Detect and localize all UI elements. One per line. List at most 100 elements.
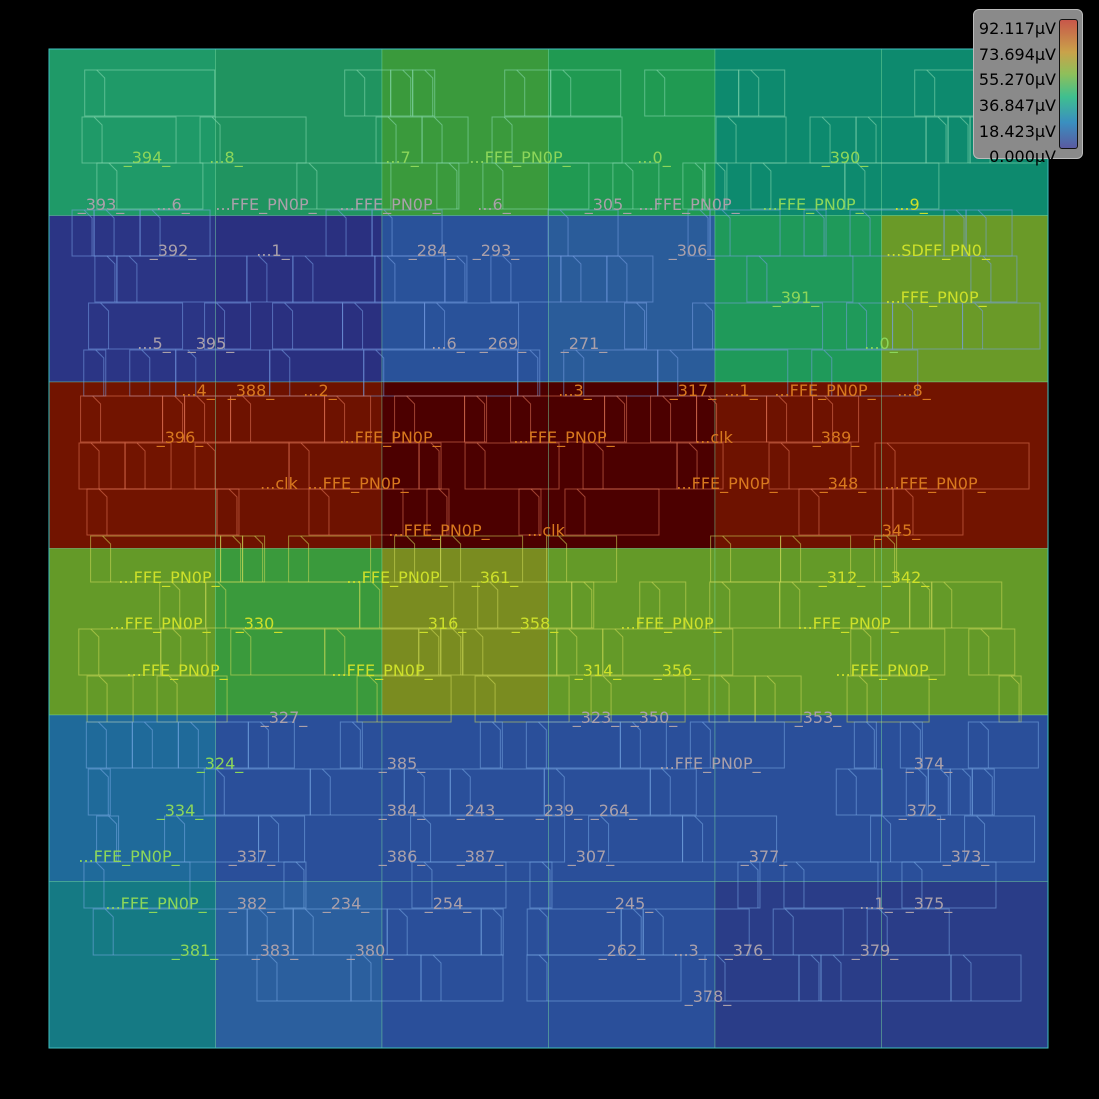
- std-cell-notch: [151, 209, 161, 256]
- cell-label: _381_: [171, 941, 220, 961]
- std-cell-notch: [529, 349, 539, 396]
- cell-label: ...clk: [260, 474, 299, 493]
- std-cell-notch: [810, 488, 820, 535]
- std-cell-outline: [464, 442, 560, 490]
- std-cell-notch: [436, 302, 446, 349]
- std-cell-notch: [92, 395, 102, 442]
- std-cell-outline: [970, 255, 1018, 303]
- std-cell-notch: [270, 815, 280, 862]
- std-cell-notch: [982, 255, 992, 302]
- std-cell-notch: [406, 395, 416, 442]
- cell-label: _383_: [251, 941, 300, 961]
- std-cell-notch: [494, 162, 504, 209]
- std-cell-notch: [105, 209, 115, 256]
- std-cell-notch: [721, 581, 731, 628]
- cell-label: ...FFE_PN0P_: [884, 474, 986, 494]
- std-cell-notch: [281, 349, 291, 396]
- std-cell-notch: [476, 395, 486, 442]
- std-cell-notch: [187, 349, 197, 396]
- std-cell-outline: [199, 116, 307, 164]
- std-cell-outline: [738, 69, 786, 117]
- std-cell-outline: [850, 628, 946, 676]
- std-cell-notch: [758, 255, 768, 302]
- cell-label: _395_: [187, 334, 236, 354]
- std-cell-outline: [602, 628, 734, 676]
- cell-label: ...3_: [558, 381, 592, 401]
- std-cell-notch: [882, 815, 892, 862]
- cell-label: ...FFE_PN0P_: [762, 195, 864, 215]
- std-cell-outline: [247, 721, 295, 769]
- std-cell-notch: [259, 721, 269, 768]
- std-cell-notch: [558, 535, 568, 582]
- cell-label: _323_: [572, 708, 621, 728]
- cell-label: ...FFE_PN0P_: [215, 195, 317, 215]
- std-cell-notch: [704, 302, 714, 349]
- std-cell-notch: [284, 302, 294, 349]
- cell-label: ...8_: [897, 381, 931, 401]
- cell-label: _337_: [228, 847, 277, 867]
- std-cell-notch: [694, 162, 704, 209]
- cell-label: ...FFE_PN0P_: [659, 754, 761, 774]
- std-cell-notch: [432, 954, 442, 1001]
- heatmap-tile: [215, 714, 383, 882]
- cell-label: _234_: [322, 894, 371, 914]
- std-cell-notch: [749, 861, 759, 908]
- cell-label: ...FFE_PN0P_: [307, 474, 409, 494]
- cell-label: _342_: [882, 568, 931, 588]
- std-cell-notch: [522, 395, 532, 442]
- heatmap-tile: [881, 548, 1049, 716]
- legend-label-3: 36.847µV: [978, 96, 1056, 115]
- cell-outlines: [71, 69, 1041, 1002]
- std-cell-notch: [206, 442, 216, 489]
- cell-label: _385_: [378, 754, 427, 774]
- heatmap-tile: [881, 381, 1049, 549]
- std-cell-notch: [136, 442, 146, 489]
- cell-label: _372_: [898, 801, 947, 821]
- std-cell-notch: [486, 675, 496, 722]
- std-cell-notch: [321, 768, 331, 815]
- std-cell-notch: [979, 721, 989, 768]
- std-cell-outline: [649, 768, 697, 816]
- std-cell-notch: [943, 581, 953, 628]
- std-cell-notch: [217, 581, 227, 628]
- std-cell-outline: [967, 721, 1039, 769]
- cell-label: _387_: [456, 847, 505, 867]
- cell-label: ...FFE_PN0P_: [109, 614, 211, 634]
- std-cell-outline: [682, 815, 778, 863]
- cell-label: _254_: [424, 894, 473, 914]
- cell-label: ...0_: [864, 334, 898, 354]
- cell-label: ...FFE_PN0P_: [469, 148, 571, 168]
- std-cell-outline: [901, 861, 997, 909]
- std-cell-outline: [709, 209, 781, 257]
- std-cell-notch: [491, 721, 501, 768]
- std-cell-notch: [1010, 675, 1020, 722]
- std-cell-notch: [708, 395, 718, 442]
- std-cell-notch: [489, 581, 499, 628]
- std-cell-outline: [624, 302, 648, 350]
- cell-label: ...FFE_PN0P_: [339, 195, 441, 215]
- std-cell-notch: [95, 861, 105, 908]
- cell-label: _373_: [942, 847, 991, 867]
- std-cell-notch: [762, 162, 772, 209]
- std-cell-outline: [571, 581, 595, 629]
- std-cell-notch: [304, 908, 314, 955]
- std-cell-outline: [283, 861, 307, 909]
- std-cell-outline: [619, 721, 667, 769]
- std-cell-notch: [104, 908, 114, 955]
- std-cell-outline: [899, 721, 923, 769]
- heatmap-tile: [215, 548, 383, 716]
- heatmap-tile: [381, 548, 549, 716]
- std-cell-notch: [766, 675, 776, 722]
- std-cell-notch: [354, 302, 364, 349]
- std-cell-outline: [971, 768, 995, 816]
- std-cell-notch: [699, 209, 709, 256]
- std-cell-notch: [632, 908, 642, 955]
- cell-label: _378_: [684, 987, 733, 1007]
- std-cell-notch: [959, 116, 969, 163]
- std-cell-notch: [858, 675, 868, 722]
- std-cell-notch: [824, 395, 834, 442]
- std-cell-outline: [84, 69, 216, 117]
- cell-label: _361_: [471, 568, 520, 588]
- std-cell-notch: [721, 209, 731, 256]
